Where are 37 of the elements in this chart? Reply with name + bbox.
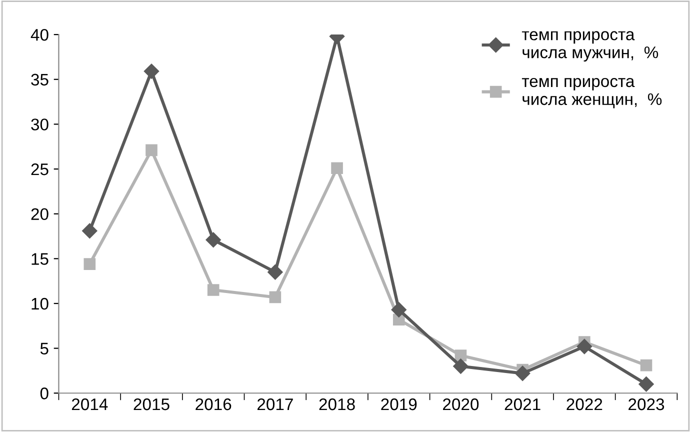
- point: [84, 258, 96, 270]
- y-tick-label: 0: [40, 388, 48, 400]
- y-tick-label: 15: [32, 253, 48, 265]
- x-tick-label: 2018: [319, 398, 355, 410]
- point: [391, 302, 406, 318]
- point: [82, 223, 98, 238]
- y-tick-label: 25: [31, 163, 48, 176]
- y-tick-label: 40: [30, 28, 48, 41]
- x-tick-label: 2014: [72, 398, 108, 410]
- point: [638, 376, 654, 392]
- legend-label: темп прироста числа женщин, %: [522, 78, 662, 108]
- x-tick-label: 2022: [566, 398, 602, 410]
- y-tick-label: 30: [31, 118, 48, 130]
- y-tick-label: 10: [32, 298, 48, 310]
- x-tick-label: 2021: [504, 398, 540, 410]
- x-tick-label: 2015: [134, 398, 170, 410]
- point: [146, 144, 158, 156]
- point: [515, 366, 530, 381]
- point: [576, 338, 592, 354]
- legend-label: темп прироста числа мужчин, %: [522, 31, 658, 62]
- point: [331, 162, 343, 174]
- point: [453, 358, 468, 374]
- point: [268, 264, 283, 280]
- x-tick-label: 2019: [381, 398, 417, 410]
- y-tick-label: 35: [31, 74, 48, 86]
- y-tick-label: 20: [31, 208, 48, 220]
- x-tick-label: 2017: [257, 398, 293, 410]
- point: [207, 284, 220, 296]
- point: [144, 64, 160, 79]
- y-tick-label: 5: [40, 342, 48, 355]
- point: [454, 350, 467, 362]
- x-tick-label: 2023: [628, 398, 664, 410]
- point: [269, 291, 282, 304]
- x-tick-label: 2020: [443, 398, 479, 410]
- point: [640, 359, 652, 372]
- point: [206, 232, 221, 248]
- x-tick-label: 2016: [196, 398, 232, 410]
